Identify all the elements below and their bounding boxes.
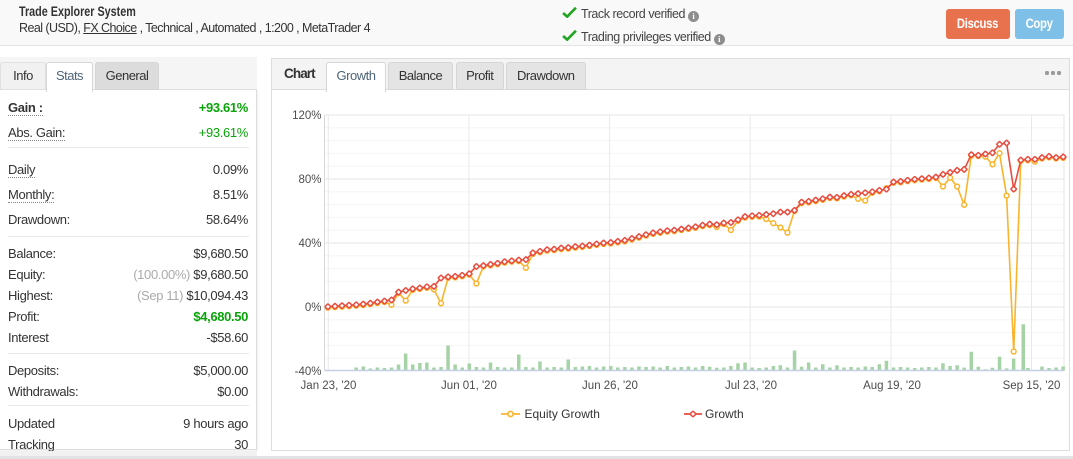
svg-text:Equity Growth: Equity Growth bbox=[525, 407, 600, 421]
svg-text:Jan 23, '20: Jan 23, '20 bbox=[301, 380, 357, 392]
svg-text:-40%: -40% bbox=[295, 366, 322, 378]
svg-text:0%: 0% bbox=[305, 302, 322, 314]
svg-text:Sep 15, '20: Sep 15, '20 bbox=[1003, 380, 1061, 392]
svg-text:Jun 26, '20: Jun 26, '20 bbox=[582, 380, 638, 392]
svg-text:Jun 01, '20: Jun 01, '20 bbox=[441, 380, 497, 392]
svg-text:80%: 80% bbox=[298, 174, 321, 186]
svg-text:120%: 120% bbox=[292, 110, 321, 122]
svg-text:40%: 40% bbox=[298, 238, 321, 250]
svg-text:Jul 23, '20: Jul 23, '20 bbox=[725, 380, 777, 392]
svg-text:Aug 19, '20: Aug 19, '20 bbox=[863, 380, 921, 392]
svg-text:Growth: Growth bbox=[705, 407, 744, 421]
